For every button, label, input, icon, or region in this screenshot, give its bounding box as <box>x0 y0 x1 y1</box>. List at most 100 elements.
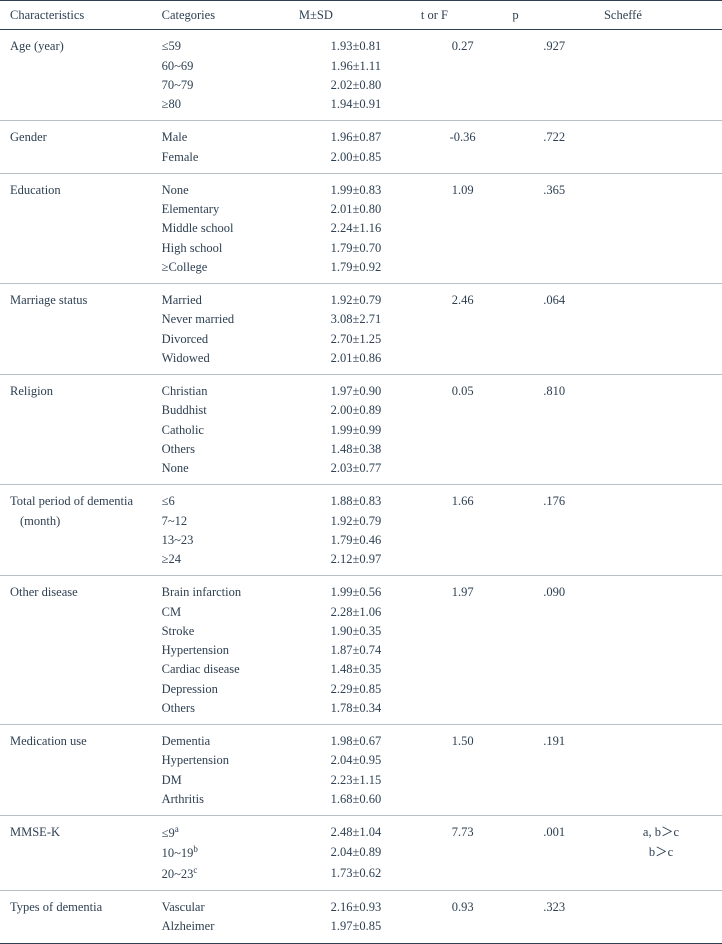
cell-msd: 2.23±1.15 <box>295 770 417 789</box>
cell-msd: 1.99±0.56 <box>295 576 417 602</box>
cell-characteristic <box>0 550 158 576</box>
table-row: EducationNone1.99±0.831.09.365 <box>0 173 722 199</box>
cell-characteristic <box>0 621 158 640</box>
table-row: ≥801.94±0.91 <box>0 95 722 121</box>
table-row: Elementary2.01±0.80 <box>0 200 722 219</box>
cell-torf <box>417 550 509 576</box>
cell-category: Christian <box>158 375 295 401</box>
cell-characteristic <box>0 439 158 458</box>
cell-p <box>508 439 600 458</box>
table-row: 13~231.79±0.46 <box>0 530 722 549</box>
cell-scheffe <box>600 257 722 283</box>
cell-p <box>508 751 600 770</box>
cell-characteristic <box>0 329 158 348</box>
cell-characteristic <box>0 863 158 890</box>
cell-characteristic <box>0 75 158 94</box>
table-row: DM2.23±1.15 <box>0 770 722 789</box>
cell-msd: 1.88±0.83 <box>295 485 417 511</box>
cell-scheffe <box>600 485 722 511</box>
table-row: Depression2.29±0.85 <box>0 679 722 698</box>
table-row: Stroke1.90±0.35 <box>0 621 722 640</box>
cell-characteristic <box>0 95 158 121</box>
cell-characteristic: Gender <box>0 121 158 147</box>
table-row: Total period of dementia≤61.88±0.831.66.… <box>0 485 722 511</box>
cell-characteristic <box>0 660 158 679</box>
cell-characteristic <box>0 789 158 815</box>
data-table: Characteristics Categories M±SD t or F p… <box>0 0 722 944</box>
cell-p <box>508 348 600 374</box>
cell-msd: 1.97±0.85 <box>295 917 417 943</box>
cell-msd: 1.90±0.35 <box>295 621 417 640</box>
cell-scheffe <box>600 348 722 374</box>
table-row: Arthritis1.68±0.60 <box>0 789 722 815</box>
cell-category: ≥College <box>158 257 295 283</box>
cell-scheffe <box>600 75 722 94</box>
col-p: p <box>508 1 600 30</box>
cell-category: Brain infarction <box>158 576 295 602</box>
cell-category: None <box>158 459 295 485</box>
cell-category: Middle school <box>158 219 295 238</box>
table-row: Others1.78±0.34 <box>0 698 722 724</box>
cell-p <box>508 200 600 219</box>
cell-category: Buddhist <box>158 401 295 420</box>
cell-p: .323 <box>508 891 600 917</box>
cell-category: 70~79 <box>158 75 295 94</box>
table-row: Others1.48±0.38 <box>0 439 722 458</box>
cell-p <box>508 401 600 420</box>
table-row: Middle school2.24±1.16 <box>0 219 722 238</box>
cell-characteristic: Marriage status <box>0 284 158 310</box>
cell-scheffe <box>600 121 722 147</box>
cell-characteristic: Education <box>0 173 158 199</box>
cell-msd: 1.92±0.79 <box>295 511 417 530</box>
cell-characteristic <box>0 698 158 724</box>
table-row: Types of dementiaVascular2.16±0.930.93.3… <box>0 891 722 917</box>
cell-torf: 0.27 <box>417 30 509 56</box>
cell-torf <box>417 698 509 724</box>
cell-scheffe <box>600 550 722 576</box>
cell-characteristic <box>0 147 158 173</box>
cell-torf: 1.97 <box>417 576 509 602</box>
cell-category: Dementia <box>158 725 295 751</box>
table-row: Marriage statusMarried1.92±0.792.46.064 <box>0 284 722 310</box>
cell-scheffe <box>600 200 722 219</box>
col-categories: Categories <box>158 1 295 30</box>
cell-scheffe <box>600 238 722 257</box>
cell-msd: 3.08±2.71 <box>295 310 417 329</box>
cell-scheffe <box>600 439 722 458</box>
cell-torf <box>417 459 509 485</box>
table-row: Medication useDementia1.98±0.671.50.191 <box>0 725 722 751</box>
cell-p <box>508 420 600 439</box>
cell-category: Male <box>158 121 295 147</box>
cell-p <box>508 602 600 621</box>
cell-category: None <box>158 173 295 199</box>
cell-category: Others <box>158 698 295 724</box>
cell-torf <box>417 420 509 439</box>
col-scheffe: Scheffé <box>600 1 722 30</box>
cell-torf <box>417 200 509 219</box>
cell-p <box>508 770 600 789</box>
cell-category: CM <box>158 602 295 621</box>
cell-p: .722 <box>508 121 600 147</box>
table-row: None2.03±0.77 <box>0 459 722 485</box>
cell-p: .810 <box>508 375 600 401</box>
cell-p <box>508 621 600 640</box>
cell-p <box>508 660 600 679</box>
table-row: ≥242.12±0.97 <box>0 550 722 576</box>
table-row: Age (year)≤591.93±0.810.27.927 <box>0 30 722 56</box>
cell-p <box>508 641 600 660</box>
cell-category: 60~69 <box>158 56 295 75</box>
cell-torf <box>417 257 509 283</box>
cell-msd: 2.01±0.80 <box>295 200 417 219</box>
table-row: Other diseaseBrain infarction1.99±0.561.… <box>0 576 722 602</box>
cell-msd: 2.28±1.06 <box>295 602 417 621</box>
cell-category: Alzheimer <box>158 917 295 943</box>
cell-p: .001 <box>508 816 600 843</box>
cell-torf <box>417 602 509 621</box>
table-row: Catholic1.99±0.99 <box>0 420 722 439</box>
cell-characteristic <box>0 530 158 549</box>
cell-torf <box>417 439 509 458</box>
cell-msd: 1.96±0.87 <box>295 121 417 147</box>
table-row: (month)7~121.92±0.79 <box>0 511 722 530</box>
cell-torf: 2.46 <box>417 284 509 310</box>
cell-p: .927 <box>508 30 600 56</box>
